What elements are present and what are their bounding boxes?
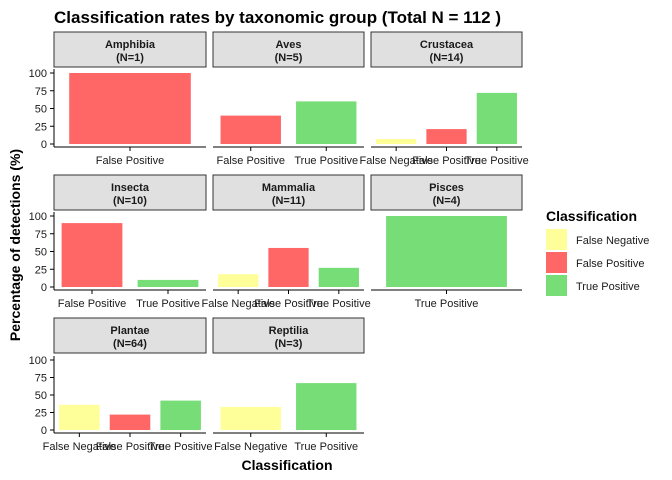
y-tick-label: 50 — [35, 390, 47, 402]
y-tick-label: 25 — [35, 408, 47, 420]
facet-strip-reptilia — [212, 317, 365, 354]
y-tick-label: 100 — [29, 355, 47, 367]
facet-strip-title: Crustacea — [420, 39, 474, 51]
facet-insecta: Insecta(N=10) False Positive True Positive… — [29, 174, 207, 310]
x-tick-label: True Positive — [294, 155, 358, 167]
y-tick-label: 75 — [35, 373, 47, 385]
facet-strip-title: Plantae — [110, 325, 149, 337]
y-tick-label: 25 — [35, 121, 47, 133]
x-tick-label: True Positive — [136, 298, 200, 310]
bar-reptilia-true-positive — [296, 383, 357, 430]
legend-label-false-positive: False Positive — [576, 258, 644, 270]
x-tick-label: False Positive — [217, 155, 285, 167]
bar-insecta-true-positive — [137, 279, 199, 287]
y-tick-label: 50 — [35, 247, 47, 259]
bar-plantae-true-positive — [160, 400, 201, 430]
bar-mammalia-false-negative — [218, 274, 259, 287]
facet-strip-count: (N=11) — [272, 195, 306, 207]
x-tick-label: False Positive — [254, 298, 322, 310]
legend-label-false-negative: False Negative — [576, 235, 649, 247]
y-tick-label: 25 — [35, 264, 47, 276]
x-tick-label: True Positive — [465, 155, 529, 167]
facet-strip-title: Mammalia — [262, 182, 316, 194]
y-tick-label: 50 — [35, 104, 47, 116]
legend: Classification False Negative False Posit… — [546, 208, 649, 296]
bar-crustacea-false-positive — [426, 129, 467, 144]
facet-strip-count: (N=4) — [433, 195, 461, 207]
facet-strip-title: Amphibia — [105, 39, 156, 51]
x-tick-label: True Positive — [294, 441, 358, 453]
x-tick-label: False Negative — [201, 298, 274, 310]
facet-panels: Amphibia(N=1) False Positive 0 25 50 75 100 Ave… — [29, 31, 529, 453]
facet-strip-aves — [212, 31, 365, 68]
x-axis-title: Classification — [241, 457, 332, 473]
x-tick-label: False Negative — [359, 155, 432, 167]
facet-strip-insecta — [53, 174, 207, 211]
bar-aves-true-positive — [296, 101, 357, 144]
facet-strip-title: Aves — [276, 39, 302, 51]
x-tick-label: False Negative — [214, 441, 287, 453]
facet-strip-plantae — [53, 317, 207, 354]
y-tick-label: 0 — [41, 282, 47, 294]
bar-mammalia-true-positive — [318, 267, 359, 287]
x-tick-label: True Positive — [307, 298, 371, 310]
facet-aves: Aves(N=5) False Positive True Positive — [212, 31, 365, 167]
x-tick-label: False Negative — [43, 441, 116, 453]
facet-pisces: Pisces(N=4) True Positive — [370, 174, 523, 310]
facet-strip-mammalia — [212, 174, 365, 211]
bar-plantae-false-positive — [109, 414, 151, 430]
legend-swatch-false-positive — [546, 252, 567, 273]
facet-strip-amphibia — [53, 31, 207, 68]
facet-strip-count: (N=5) — [275, 52, 303, 64]
x-tick-label: False Positive — [58, 298, 126, 310]
bar-aves-false-positive — [220, 115, 281, 144]
facet-strip-count: (N=10) — [113, 195, 147, 207]
bar-crustacea-true-positive — [476, 92, 517, 144]
facet-strip-title: Reptilia — [269, 325, 310, 337]
facet-strip-count: (N=1) — [116, 52, 144, 64]
bar-reptilia-false-negative — [220, 406, 281, 430]
bar-insecta-false-positive — [61, 223, 123, 287]
y-tick-label: 0 — [41, 139, 47, 151]
legend-swatch-true-positive — [546, 275, 567, 296]
y-tick-label: 0 — [41, 425, 47, 437]
bar-amphibia-false-positive — [69, 73, 191, 144]
facet-strip-count: (N=14) — [430, 52, 464, 64]
facet-amphibia: Amphibia(N=1) False Positive 0 25 50 75 100 — [29, 31, 207, 167]
legend-swatch-false-negative — [546, 229, 567, 250]
legend-title: Classification — [546, 208, 637, 224]
y-tick-label: 100 — [29, 68, 47, 80]
x-tick-label: True Positive — [149, 441, 213, 453]
y-tick-label: 100 — [29, 211, 47, 223]
x-tick-label: False Positive — [96, 155, 164, 167]
facet-strip-count: (N=64) — [113, 338, 147, 350]
chart-title: Classification rates by taxonomic group … — [54, 8, 501, 27]
x-tick-label: True Positive — [415, 298, 479, 310]
bar-mammalia-false-positive — [268, 247, 309, 287]
bar-pisces-true-positive — [386, 216, 507, 287]
y-tick-label: 75 — [35, 86, 47, 98]
x-tick-label: False Positive — [96, 441, 164, 453]
y-axis-title: Percentage of detections (%) — [7, 149, 23, 341]
facet-strip-pisces — [370, 174, 523, 211]
facet-strip-title: Insecta — [111, 182, 150, 194]
legend-label-true-positive: True Positive — [576, 281, 640, 293]
x-tick-label: False Positive — [412, 155, 480, 167]
bar-plantae-false-negative — [59, 404, 100, 430]
bar-crustacea-false-negative — [376, 139, 417, 144]
facet-strip-title: Pisces — [429, 182, 464, 194]
facet-strip-crustacea — [370, 31, 523, 68]
facet-strip-count: (N=3) — [275, 338, 303, 350]
y-tick-label: 75 — [35, 229, 47, 241]
facet-reptilia: Reptilia(N=3) False Negative True Positive — [212, 317, 365, 453]
